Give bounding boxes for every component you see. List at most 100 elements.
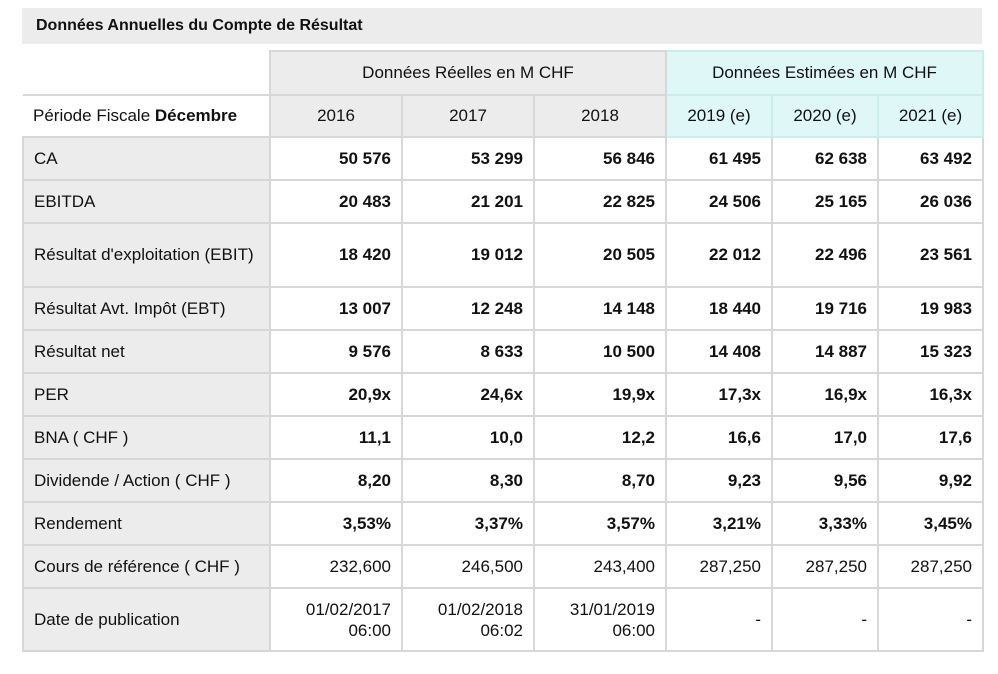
table-row-eps: BNA ( CHF ) 11,1 10,0 12,2 16,6 17,0 17,6 <box>22 415 984 460</box>
value-cell: - <box>877 587 984 652</box>
value-cell: 12,2 <box>533 415 667 460</box>
value-cell: 16,6 <box>665 415 773 460</box>
year-2019-estimate: 2019 (e) <box>665 94 773 138</box>
value-cell: 19 012 <box>401 222 535 288</box>
value-cell: 20 483 <box>269 179 403 224</box>
value-cell: 9,56 <box>771 458 879 503</box>
value-cell: 287,250 <box>877 544 984 589</box>
publication-time-text: 06:00 <box>612 620 655 640</box>
year-2020-estimate: 2020 (e) <box>771 94 879 138</box>
row-label: Date de publication <box>22 587 271 652</box>
value-cell: 18 420 <box>269 222 403 288</box>
value-cell: 16,3x <box>877 372 984 417</box>
value-cell: 22 825 <box>533 179 667 224</box>
year-2016: 2016 <box>269 94 403 138</box>
value-cell: 3,21% <box>665 501 773 546</box>
table-row-ebt: Résultat Avt. Impôt (EBT) 13 007 12 248 14 … <box>22 286 984 331</box>
value-cell: 10,0 <box>401 415 535 460</box>
fiscal-period-prefix: Période Fiscale <box>33 106 155 125</box>
value-cell: - <box>771 587 879 652</box>
row-label: Dividende / Action ( CHF ) <box>22 458 271 503</box>
value-cell: 15 323 <box>877 329 984 374</box>
real-data-header: Données Réelles en M CHF <box>269 50 667 96</box>
value-cell: 23 561 <box>877 222 984 288</box>
row-label: Résultat Avt. Impôt (EBT) <box>22 286 271 331</box>
estimated-data-header: Données Estimées en M CHF <box>665 50 984 96</box>
publication-time-text: 06:02 <box>480 620 523 640</box>
value-cell: 17,0 <box>771 415 879 460</box>
value-cell: 19,9x <box>533 372 667 417</box>
year-2018: 2018 <box>533 94 667 138</box>
value-cell: 8 633 <box>401 329 535 374</box>
value-cell: 11,1 <box>269 415 403 460</box>
value-cell: 14 148 <box>533 286 667 331</box>
publication-date-text: 01/02/2017 <box>305 599 391 619</box>
year-2021-estimate: 2021 (e) <box>877 94 984 138</box>
value-cell: 287,250 <box>665 544 773 589</box>
row-label: Résultat net <box>22 329 271 374</box>
value-cell: 63 492 <box>877 136 984 181</box>
publication-date-text: 31/01/2019 <box>569 599 655 619</box>
row-label: PER <box>22 372 271 417</box>
value-cell: 18 440 <box>665 286 773 331</box>
income-statement-table: Données Réelles en M CHF Données Estimée… <box>22 50 984 652</box>
value-cell: 20 505 <box>533 222 667 288</box>
row-label: EBITDA <box>22 179 271 224</box>
value-cell: 01/02/2017 06:00 <box>269 587 403 652</box>
value-cell: 53 299 <box>401 136 535 181</box>
value-cell: 3,57% <box>533 501 667 546</box>
value-cell: 17,6 <box>877 415 984 460</box>
value-cell: 8,70 <box>533 458 667 503</box>
value-cell: 9 576 <box>269 329 403 374</box>
table-row-reference-price: Cours de référence ( CHF ) 232,600 246,500… <box>22 544 984 589</box>
group-header-row: Données Réelles en M CHF Données Estimée… <box>23 50 984 96</box>
value-cell: 8,30 <box>401 458 535 503</box>
value-cell: 24 506 <box>665 179 773 224</box>
publication-time-text: 06:00 <box>348 620 391 640</box>
table-row-ebit: Résultat d'exploitation (EBIT) 18 420 19 0… <box>22 222 984 288</box>
table-row-publication-date: Date de publication 01/02/2017 06:00 01/02/… <box>22 587 984 652</box>
value-cell: 287,250 <box>771 544 879 589</box>
value-cell: 31/01/2019 06:00 <box>533 587 667 652</box>
value-cell: 3,37% <box>401 501 535 546</box>
value-cell: - <box>665 587 773 652</box>
value-cell: 14 408 <box>665 329 773 374</box>
value-cell: 10 500 <box>533 329 667 374</box>
value-cell: 61 495 <box>665 136 773 181</box>
value-cell: 13 007 <box>269 286 403 331</box>
year-2017: 2017 <box>401 94 535 138</box>
value-cell: 19 983 <box>877 286 984 331</box>
row-label: Rendement <box>22 501 271 546</box>
value-cell: 9,92 <box>877 458 984 503</box>
table-row-ca: CA 50 576 53 299 56 846 61 495 62 638 63 492 <box>22 136 984 181</box>
value-cell: 8,20 <box>269 458 403 503</box>
table-row-yield: Rendement 3,53% 3,37% 3,57% 3,21% 3,33% 3,45% <box>22 501 984 546</box>
table-row-per: PER 20,9x 24,6x 19,9x 17,3x 16,9x 16,3x <box>22 372 984 417</box>
table-row-dividend: Dividende / Action ( CHF ) 8,20 8,30 8,70 9,… <box>22 458 984 503</box>
value-cell: 56 846 <box>533 136 667 181</box>
fiscal-period-month: Décembre <box>154 106 238 125</box>
value-cell: 22 012 <box>665 222 773 288</box>
value-cell: 19 716 <box>771 286 879 331</box>
table-row-net-income: Résultat net 9 576 8 633 10 500 14 408 14 887… <box>22 329 984 374</box>
row-label: Résultat d'exploitation (EBIT) <box>22 222 271 288</box>
value-cell: 12 248 <box>401 286 535 331</box>
value-cell: 17,3x <box>665 372 773 417</box>
value-cell: 62 638 <box>771 136 879 181</box>
value-cell: 243,400 <box>533 544 667 589</box>
value-cell: 50 576 <box>269 136 403 181</box>
value-cell: 14 887 <box>771 329 879 374</box>
value-cell: 3,53% <box>269 501 403 546</box>
row-label: Cours de référence ( CHF ) <box>22 544 271 589</box>
value-cell: 21 201 <box>401 179 535 224</box>
publication-date-text: 01/02/2018 <box>437 599 523 619</box>
value-cell: 9,23 <box>665 458 773 503</box>
value-cell: 3,33% <box>771 501 879 546</box>
value-cell: 16,9x <box>771 372 879 417</box>
value-cell: 01/02/2018 06:02 <box>401 587 535 652</box>
fiscal-period-label: Période Fiscale Décembre <box>23 94 271 138</box>
value-cell: 3,45% <box>877 501 984 546</box>
corner-cell <box>23 51 271 96</box>
value-cell: 24,6x <box>401 372 535 417</box>
section-title: Données Annuelles du Compte de Résultat <box>22 8 982 44</box>
